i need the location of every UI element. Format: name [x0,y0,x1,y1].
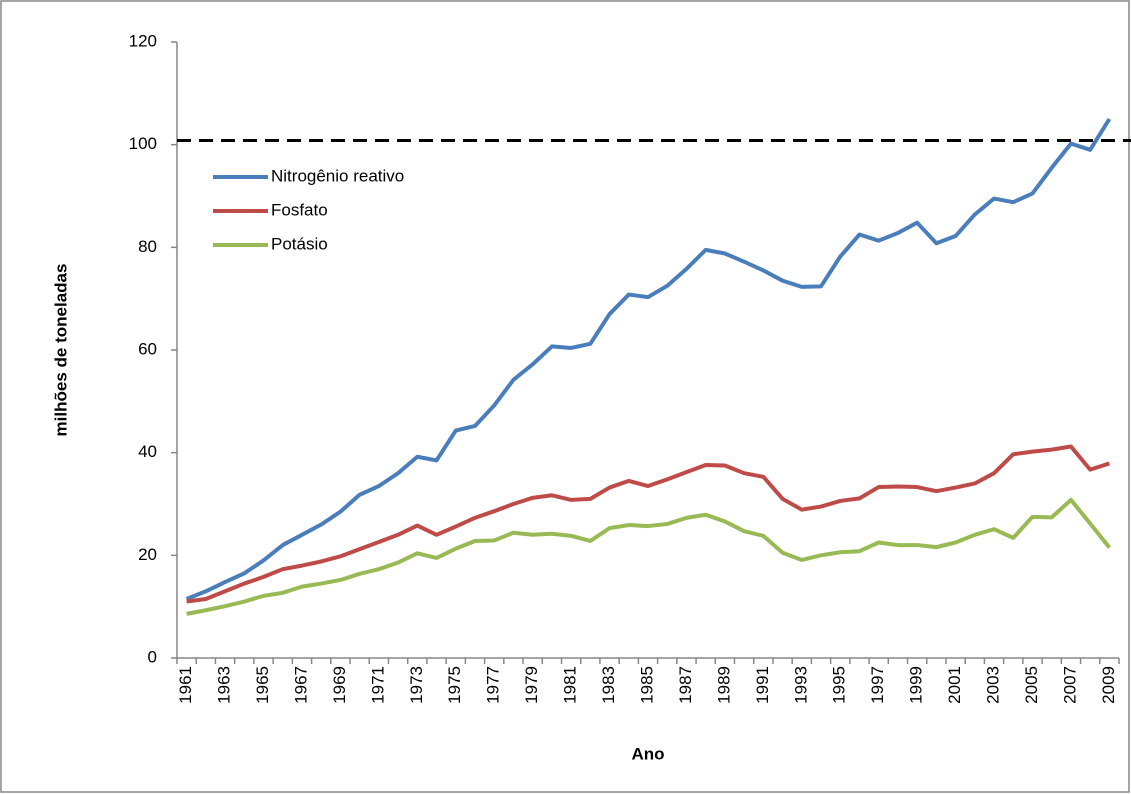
x-tick-label: 1961 [176,666,195,704]
x-tick-label: 2005 [1022,666,1041,704]
x-tick-label: 1973 [407,666,426,704]
legend-label: Potásio [271,234,328,253]
x-axis-title: Ano [631,744,664,763]
x-tick-label: 1965 [253,666,272,704]
x-tick-label: 1999 [907,666,926,704]
x-tick-label: 1967 [291,666,310,704]
y-tick-label: 120 [129,31,157,50]
x-tick-label: 1975 [445,666,464,704]
y-axis-title: milhões de toneladas [51,264,70,437]
x-tick-label: 2001 [945,666,964,704]
data-line [186,444,1111,604]
x-tick-label: 2003 [984,666,1003,704]
x-tick-label: 1989 [714,666,733,704]
y-tick-label: 100 [129,134,157,153]
x-tick-label: 2007 [1060,666,1079,704]
x-tick-label: 1997 [868,666,887,704]
y-tick-label: 60 [138,339,157,358]
x-tick-label: 1963 [215,666,234,704]
x-tick-label: 1979 [522,666,541,704]
data-line [186,497,1111,616]
x-tick-label: 1969 [330,666,349,704]
x-tick-label: 1995 [830,666,849,704]
y-tick-label: 20 [138,545,157,564]
x-tick-label: 1991 [753,666,772,704]
y-tick-label: 40 [138,442,157,461]
y-tick-label: 0 [148,647,157,666]
legend-label: Nitrogênio reativo [271,166,404,185]
x-tick-label: 1993 [791,666,810,704]
x-tick-label: 2009 [1099,666,1118,704]
x-tick-label: 1971 [368,666,387,704]
legend-label: Fosfato [271,200,328,219]
x-tick-label: 1987 [676,666,695,704]
x-tick-label: 1977 [484,666,503,704]
x-tick-label: 1985 [637,666,656,704]
data-line [185,117,1112,601]
y-tick-label: 80 [138,237,157,256]
x-tick-label: 1983 [599,666,618,704]
x-tick-label: 1981 [561,666,580,704]
